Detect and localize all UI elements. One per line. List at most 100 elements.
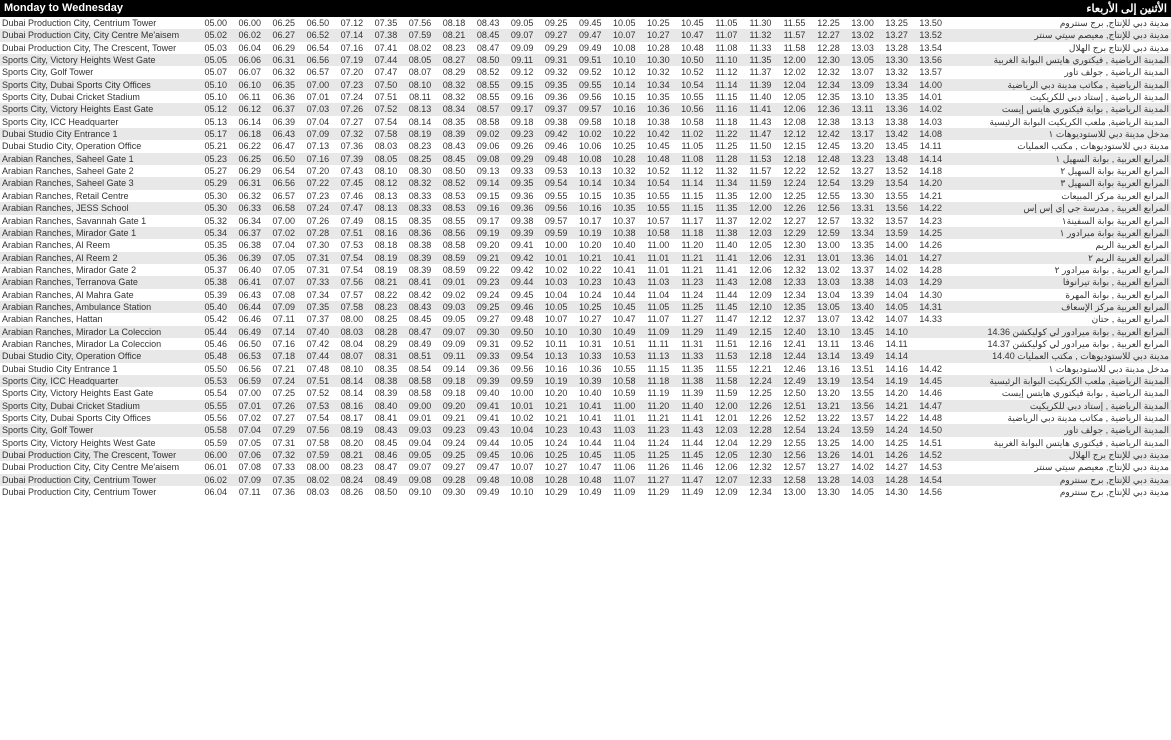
stop-name-ar: المرابع العربية مركز الإسعاف	[948, 301, 1171, 313]
departure-time: 10.02	[573, 128, 607, 140]
departure-time: 10.43	[573, 424, 607, 436]
departure-time: 12.18	[743, 350, 777, 362]
departure-time: 11.09	[641, 326, 675, 338]
departure-time: 11.27	[641, 474, 675, 486]
departure-time: 11.38	[675, 375, 709, 387]
departure-time: 09.18	[505, 116, 539, 128]
departure-time: 10.10	[607, 54, 641, 66]
departure-time: 10.01	[539, 252, 573, 264]
departure-time: 13.31	[846, 202, 880, 214]
departure-time: 09.36	[539, 91, 573, 103]
departure-time: 10.56	[675, 103, 709, 115]
departure-time: 13.17	[846, 128, 880, 140]
departure-time: 08.02	[301, 474, 335, 486]
departure-time: 09.58	[573, 116, 607, 128]
departure-time: 07.32	[335, 128, 369, 140]
departure-time: 08.04	[335, 338, 369, 350]
departure-time: 11.24	[641, 437, 675, 449]
departure-time: 07.54	[335, 252, 369, 264]
table-row: Sports City, Victory Heights East Gate05…	[0, 387, 1171, 399]
departure-time: 14.02	[914, 103, 948, 115]
departure-time: 10.31	[573, 338, 607, 350]
stop-name-ar: مدينة دبي للإنتاج, معيصم سيتي سنتر	[948, 29, 1171, 41]
departure-time: 07.58	[301, 437, 335, 449]
departure-time: 13.00	[812, 239, 846, 251]
departure-time: 08.47	[471, 42, 505, 54]
stop-name-en: Sports City, ICC Headquarter	[0, 116, 199, 128]
departure-time: 10.36	[573, 363, 607, 375]
departure-time: 14.30	[914, 289, 948, 301]
departure-time: 13.57	[880, 215, 914, 227]
departure-time: 14.18	[914, 165, 948, 177]
departure-time: 12.56	[777, 449, 811, 461]
departure-time: 07.44	[301, 350, 335, 362]
departure-time: 11.22	[709, 128, 743, 140]
departure-time: 07.20	[301, 165, 335, 177]
departure-time: 09.52	[505, 338, 539, 350]
departure-time: 05.37	[199, 264, 233, 276]
departure-time: 10.55	[607, 363, 641, 375]
departure-time: 09.31	[539, 54, 573, 66]
departure-time: 08.30	[403, 165, 437, 177]
departure-time: 09.56	[539, 202, 573, 214]
departure-time: 13.02	[846, 29, 880, 41]
departure-time: 05.55	[199, 400, 233, 412]
departure-time: 11.04	[641, 289, 675, 301]
departure-time: 11.15	[709, 91, 743, 103]
departure-time: 09.21	[471, 252, 505, 264]
departure-time: 11.43	[709, 276, 743, 288]
departure-time: 11.37	[709, 215, 743, 227]
departure-time: 12.08	[743, 276, 777, 288]
departure-time: 08.52	[471, 66, 505, 78]
departure-time: 14.25	[880, 437, 914, 449]
departure-time: 12.12	[743, 313, 777, 325]
departure-time: 09.42	[539, 128, 573, 140]
departure-time: 09.22	[471, 264, 505, 276]
departure-time: 11.34	[709, 177, 743, 189]
table-row: Arabian Ranches, Mirador Gate 205.3706.4…	[0, 264, 1171, 276]
departure-time: 11.25	[675, 301, 709, 313]
departure-time: 09.48	[471, 474, 505, 486]
departure-time: 07.53	[301, 400, 335, 412]
table-row: Sports City, ICC Headquarter05.5306.5907…	[0, 375, 1171, 387]
departure-time: 12.41	[777, 338, 811, 350]
departure-time: 07.05	[233, 437, 267, 449]
departure-time: 11.30	[743, 17, 777, 29]
departure-time: 08.02	[403, 42, 437, 54]
departure-time: 05.40	[199, 301, 233, 313]
stop-name-ar: مدخل مدينة دبي للاستوديوهات ١	[948, 128, 1171, 140]
table-row: Dubai Production City, City Centre Me'ai…	[0, 461, 1171, 473]
departure-time: 14.56	[914, 486, 948, 498]
departure-time: 07.36	[335, 140, 369, 152]
departure-time: 11.26	[641, 461, 675, 473]
departure-time: 10.48	[675, 42, 709, 54]
departure-time: 06.50	[233, 338, 267, 350]
departure-time: 08.35	[369, 363, 403, 375]
departure-time: 07.12	[335, 17, 369, 29]
stop-name-en: Arabian Ranches, Savannah Gate 1	[0, 215, 199, 227]
stop-name-en: Dubai Studio City Entrance 1	[0, 363, 199, 375]
departure-time: 11.41	[743, 103, 777, 115]
departure-time: 06.04	[199, 486, 233, 498]
stop-name-en: Arabian Ranches, Saheel Gate 3	[0, 177, 199, 189]
departure-time: 10.25	[573, 301, 607, 313]
departure-time: 10.30	[641, 54, 675, 66]
departure-time: 06.41	[233, 276, 267, 288]
departure-time: 10.19	[573, 227, 607, 239]
departure-time: 12.48	[812, 153, 846, 165]
departure-time: 08.41	[403, 276, 437, 288]
stop-name-ar: مدينة دبي للإنتاج, برج سنتروم	[948, 17, 1171, 29]
departure-time: 07.19	[335, 54, 369, 66]
departure-time: 10.47	[607, 313, 641, 325]
stop-name-ar: المدينة الرياضية , بوابة فيكتوري هايتس إ…	[948, 103, 1171, 115]
departure-time: 11.14	[675, 177, 709, 189]
departure-time: 08.29	[437, 66, 471, 78]
departure-time	[914, 338, 948, 350]
departure-time: 07.01	[233, 400, 267, 412]
departure-time: 13.25	[880, 17, 914, 29]
departure-time: 07.00	[267, 215, 301, 227]
departure-time: 08.23	[403, 140, 437, 152]
departure-time: 13.22	[812, 412, 846, 424]
departure-time: 06.27	[267, 29, 301, 41]
departure-time: 06.00	[199, 449, 233, 461]
